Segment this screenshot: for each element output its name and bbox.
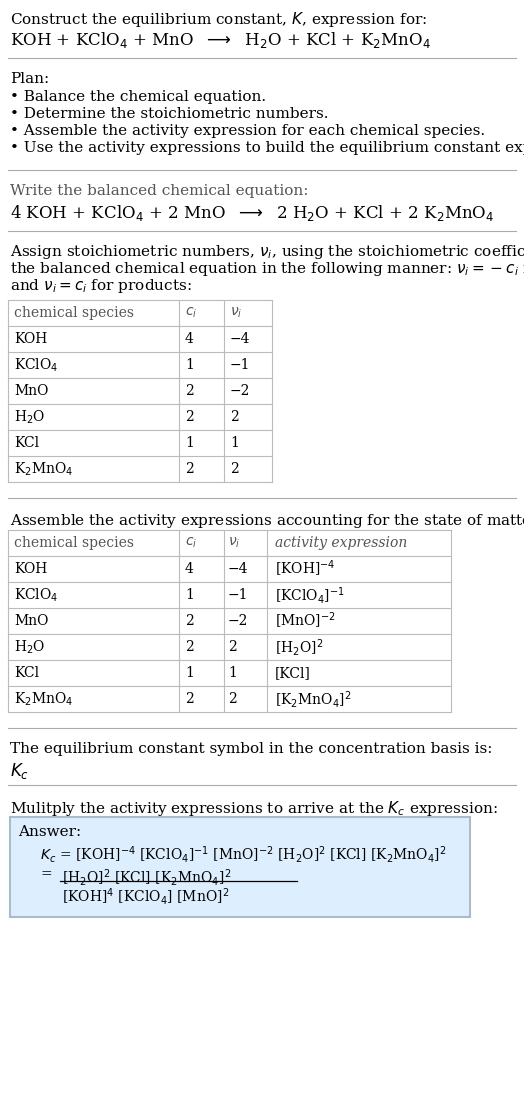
Text: 4: 4 [185,562,194,576]
Text: 1: 1 [185,358,194,372]
Text: Mulitply the activity expressions to arrive at the $K_c$ expression:: Mulitply the activity expressions to arr… [10,799,498,818]
Text: 2: 2 [185,614,194,627]
Text: [K$_2$MnO$_4$]$^2$: [K$_2$MnO$_4$]$^2$ [275,689,352,710]
Text: KCl: KCl [14,666,39,680]
Text: $c_i$: $c_i$ [185,535,197,551]
Text: 4: 4 [185,332,194,346]
Text: [KClO$_4$]$^{-1}$: [KClO$_4$]$^{-1}$ [275,585,345,606]
Text: $\nu_i$: $\nu_i$ [228,535,241,551]
Text: 1: 1 [185,436,194,450]
Text: [H$_2$O]$^2$: [H$_2$O]$^2$ [275,636,323,657]
Text: Assemble the activity expressions accounting for the state of matter and $\nu_i$: Assemble the activity expressions accoun… [10,512,524,530]
Text: 2: 2 [185,640,194,654]
Text: • Assemble the activity expression for each chemical species.: • Assemble the activity expression for e… [10,124,485,138]
Text: Plan:: Plan: [10,72,49,86]
Text: KOH: KOH [14,562,47,576]
Text: KOH + KClO$_4$ + MnO  $\longrightarrow$  H$_2$O + KCl + K$_2$MnO$_4$: KOH + KClO$_4$ + MnO $\longrightarrow$ H… [10,30,431,50]
Text: [H$_2$O]$^2$ [KCl] [K$_2$MnO$_4$]$^2$: [H$_2$O]$^2$ [KCl] [K$_2$MnO$_4$]$^2$ [62,867,231,887]
Text: =: = [40,867,52,881]
Text: Write the balanced chemical equation:: Write the balanced chemical equation: [10,184,309,197]
Text: Construct the equilibrium constant, $K$, expression for:: Construct the equilibrium constant, $K$,… [10,10,427,29]
Text: 2: 2 [185,384,194,398]
Text: −4: −4 [228,562,248,576]
Text: chemical species: chemical species [14,306,134,320]
Text: 1: 1 [185,666,194,680]
Text: $c_i$: $c_i$ [185,306,197,320]
Text: [KOH]$^{-4}$: [KOH]$^{-4}$ [275,558,335,579]
Text: H$_2$O: H$_2$O [14,638,45,656]
Text: [KOH]$^4$ [KClO$_4$] [MnO]$^2$: [KOH]$^4$ [KClO$_4$] [MnO]$^2$ [62,886,230,907]
Text: K$_2$MnO$_4$: K$_2$MnO$_4$ [14,461,73,477]
Text: $K_c$: $K_c$ [10,761,29,781]
Text: 1: 1 [185,588,194,602]
Text: 1: 1 [228,666,237,680]
Text: Assign stoichiometric numbers, $\nu_i$, using the stoichiometric coefficients, $: Assign stoichiometric numbers, $\nu_i$, … [10,244,524,261]
Text: K$_2$MnO$_4$: K$_2$MnO$_4$ [14,690,73,708]
Text: • Use the activity expressions to build the equilibrium constant expression.: • Use the activity expressions to build … [10,142,524,155]
Text: and $\nu_i = c_i$ for products:: and $\nu_i = c_i$ for products: [10,278,192,295]
Text: 2: 2 [228,692,237,706]
Text: 2: 2 [230,462,239,476]
Text: −1: −1 [230,358,250,372]
Text: KOH: KOH [14,332,47,346]
Text: 2: 2 [230,410,239,425]
Text: −4: −4 [230,332,250,346]
Text: MnO: MnO [14,614,48,627]
Text: KCl: KCl [14,436,39,450]
Text: activity expression: activity expression [275,536,407,550]
Text: −1: −1 [228,588,248,602]
Text: KClO$_4$: KClO$_4$ [14,586,59,603]
Text: 2: 2 [185,410,194,425]
Text: chemical species: chemical species [14,536,134,550]
Text: KClO$_4$: KClO$_4$ [14,357,59,374]
Text: [MnO]$^{-2}$: [MnO]$^{-2}$ [275,611,336,631]
Text: [KCl]: [KCl] [275,666,311,680]
Text: 4 KOH + KClO$_4$ + 2 MnO  $\longrightarrow$  2 H$_2$O + KCl + 2 K$_2$MnO$_4$: 4 KOH + KClO$_4$ + 2 MnO $\longrightarro… [10,203,494,223]
Text: • Balance the chemical equation.: • Balance the chemical equation. [10,90,266,104]
FancyBboxPatch shape [10,817,470,917]
Text: 2: 2 [185,462,194,476]
Text: 1: 1 [230,436,239,450]
Text: Answer:: Answer: [18,825,81,839]
Text: 2: 2 [185,692,194,706]
Text: $\nu_i$: $\nu_i$ [230,306,243,320]
Text: H$_2$O: H$_2$O [14,408,45,426]
Text: 2: 2 [228,640,237,654]
Text: −2: −2 [228,614,248,627]
Text: $K_c$ = [KOH]$^{-4}$ [KClO$_4$]$^{-1}$ [MnO]$^{-2}$ [H$_2$O]$^2$ [KCl] [K$_2$MnO: $K_c$ = [KOH]$^{-4}$ [KClO$_4$]$^{-1}$ [… [40,844,447,866]
Text: the balanced chemical equation in the following manner: $\nu_i = -c_i$ for react: the balanced chemical equation in the fo… [10,260,524,278]
Text: • Determine the stoichiometric numbers.: • Determine the stoichiometric numbers. [10,108,329,121]
Text: The equilibrium constant symbol in the concentration basis is:: The equilibrium constant symbol in the c… [10,742,493,756]
Text: MnO: MnO [14,384,48,398]
Text: −2: −2 [230,384,250,398]
